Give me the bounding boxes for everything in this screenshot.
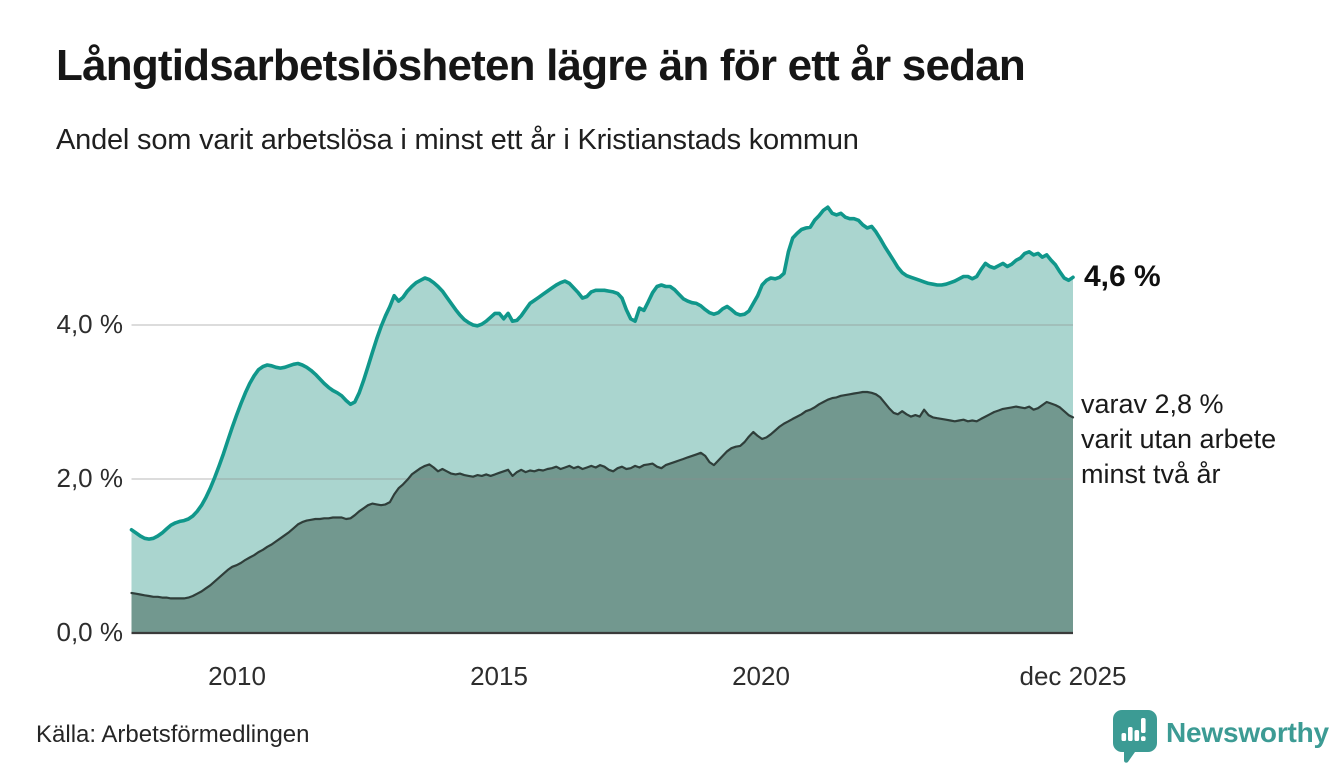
newsworthy-logo: Newsworthy	[1112, 709, 1329, 763]
secondary-annotation-line-2: varit utan arbete	[1081, 424, 1277, 454]
source-credit: Källa: Arbetsförmedlingen	[36, 721, 310, 748]
area-fill-two-year	[131, 392, 1073, 633]
series-line-total	[129, 205, 1075, 541]
secondary-series-annotation: varav 2,8 % varit utan arbete minst två …	[1081, 387, 1276, 492]
page-subtitle: Andel som varit arbetslösa i minst ett å…	[56, 124, 859, 156]
x-axis-tick-2010: 2010	[208, 661, 266, 691]
page-title: Långtidsarbetslösheten lägre än för ett …	[56, 41, 1026, 90]
newsworthy-bubble-chart-icon	[1113, 710, 1157, 763]
latest-value-annotation: 4,6 %	[1084, 260, 1161, 293]
newsworthy-wordmark: Newsworthy	[1166, 717, 1329, 748]
secondary-annotation-line-3: minst två år	[1081, 459, 1221, 489]
y-axis-tick-0: 0,0 %	[56, 617, 124, 647]
y-axis-tick-4: 4,0 %	[56, 309, 124, 339]
series-line-two-year	[130, 390, 1075, 600]
y-axis-tick-2: 2,0 %	[56, 463, 124, 493]
x-axis-tick-2015: 2015	[470, 661, 528, 691]
x-axis-tick-dec-2025: dec 2025	[1019, 661, 1127, 691]
x-axis-tick-2020: 2020	[732, 661, 790, 691]
secondary-annotation-line-1: varav 2,8 %	[1081, 389, 1224, 419]
